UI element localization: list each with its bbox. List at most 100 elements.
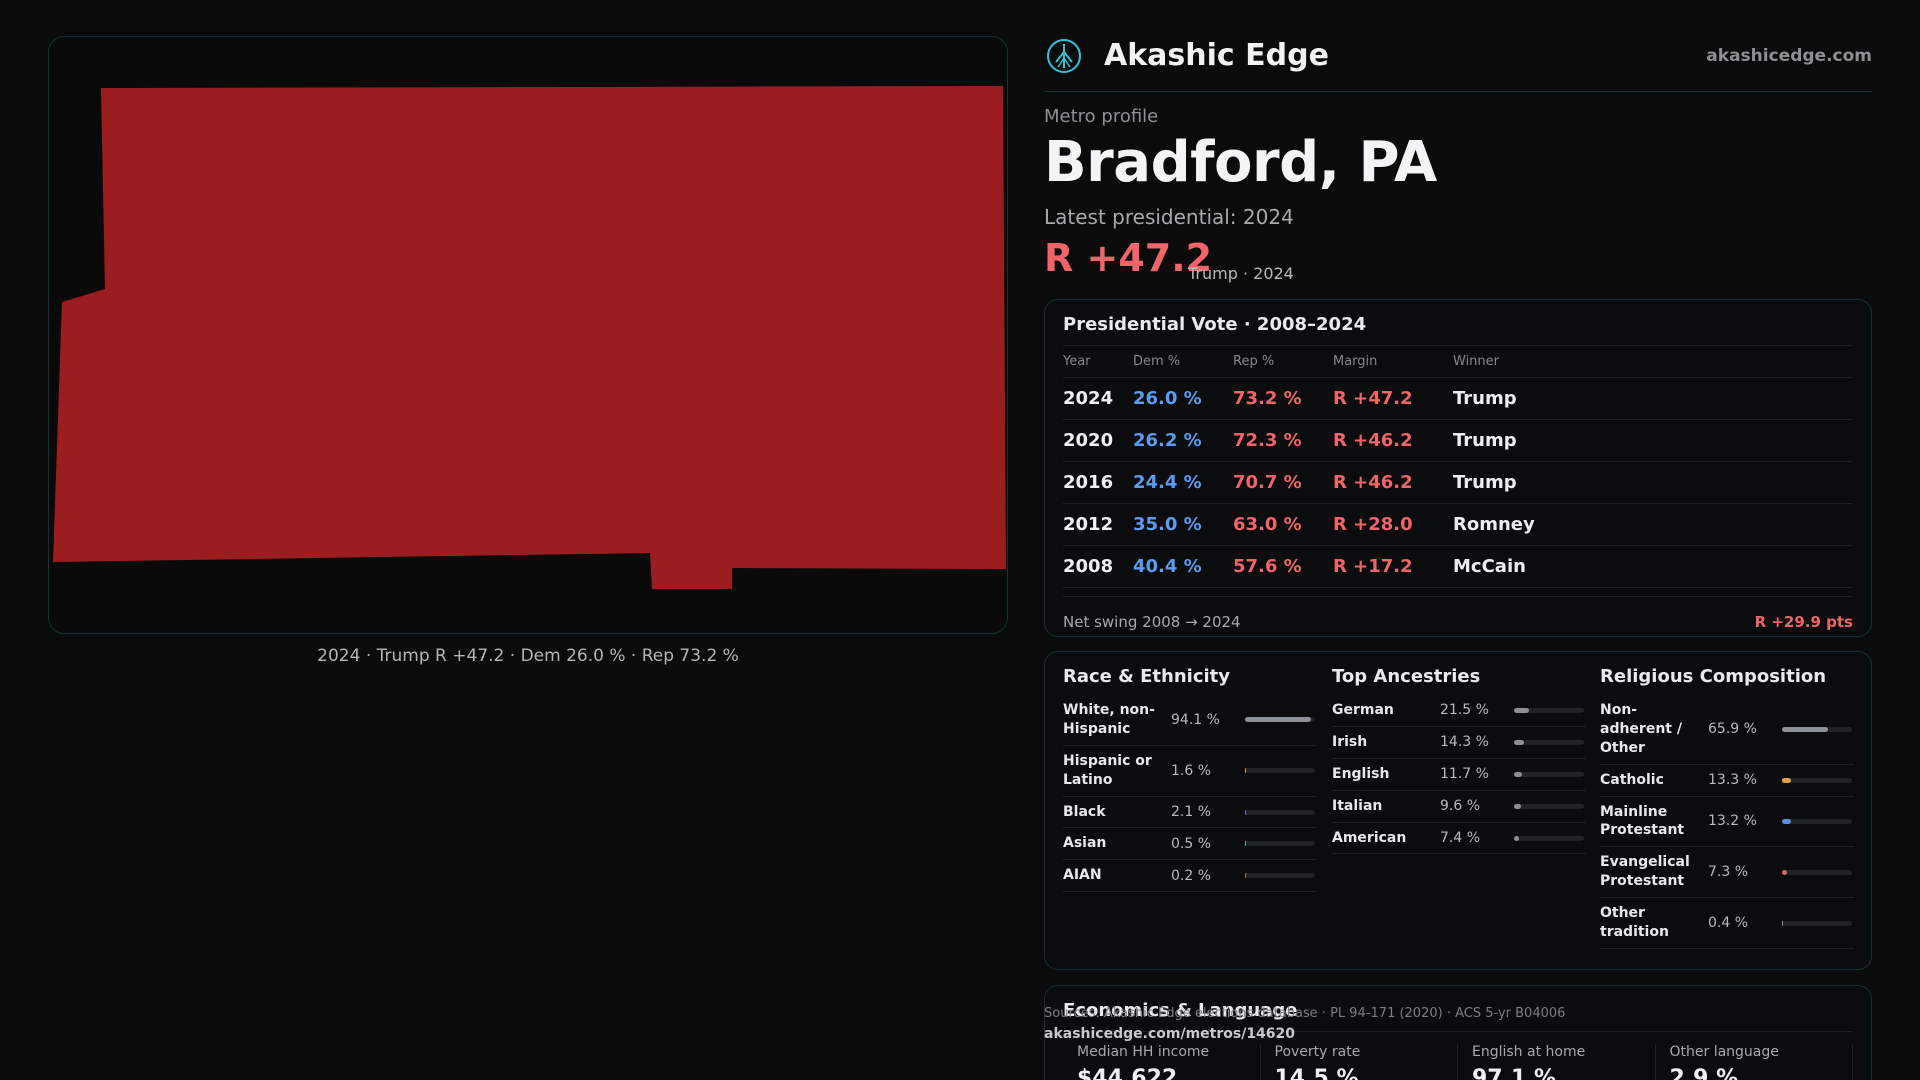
item-percent: 11.7 % [1440, 766, 1489, 783]
religion-title: Religious Composition [1600, 666, 1827, 687]
item-percent: 94.1 % [1171, 711, 1220, 728]
county-map[interactable] [48, 36, 1008, 634]
ancestry-column: Top Ancestries German 21.5 % Irish 14.3 % En… [1332, 666, 1586, 855]
list-item: Hispanic or Latino 1.6 % [1063, 746, 1317, 797]
list-item: Mainline Protestant 13.2 % [1600, 797, 1854, 848]
item-label: Asian [1063, 835, 1107, 852]
race-ethnicity-column: Race & Ethnicity White, non-Hispanic 94.1… [1063, 666, 1317, 893]
profile-url-link[interactable]: akashicedge.com/metros/14620 [1044, 1026, 1296, 1042]
item-percent: 9.6 % [1440, 798, 1481, 815]
stat-label: English at home [1472, 1044, 1586, 1060]
stat-other-language: Other language 2.9 % [1656, 1044, 1853, 1080]
item-percent: 0.5 % [1171, 835, 1212, 852]
item-bar [1245, 841, 1315, 847]
col-margin: Margin [1333, 354, 1378, 369]
religion-list: Non-adherent / Other 65.9 % Catholic 13.3 %… [1600, 695, 1854, 949]
item-percent: 7.3 % [1708, 864, 1749, 881]
item-bar [1782, 726, 1852, 732]
item-label: Evangelical Protestant [1600, 854, 1690, 890]
row-dem: 24.4 % [1133, 472, 1202, 493]
stat-value: 2.9 % [1669, 1066, 1739, 1080]
economics-card: Economics & Language Median HH income $4… [1044, 985, 1872, 1080]
item-label: Italian [1332, 797, 1383, 814]
list-item: English 11.7 % [1332, 759, 1586, 791]
economics-stats: Median HH income $44,622 Poverty rate 14… [1063, 1044, 1853, 1080]
row-margin: R +28.0 [1333, 514, 1413, 535]
item-percent: 14.3 % [1440, 734, 1489, 751]
item-bar-fill [1514, 771, 1523, 777]
row-winner: Trump [1453, 472, 1517, 493]
item-bar-fill [1514, 835, 1520, 841]
stat-value: 97.1 % [1472, 1066, 1556, 1080]
item-bar-fill [1245, 809, 1247, 815]
col-rep: Rep % [1233, 354, 1275, 369]
item-bar-fill [1245, 873, 1247, 879]
row-rep: 70.7 % [1233, 472, 1302, 493]
county-shape[interactable] [53, 86, 1006, 589]
row-year: 2024 [1063, 388, 1114, 409]
stat-value: 14.5 % [1274, 1066, 1359, 1080]
item-label: American [1332, 829, 1407, 846]
ancestry-list: German 21.5 % Irish 14.3 % English 11.7 % Ital… [1332, 695, 1586, 855]
item-bar [1514, 771, 1584, 777]
table-row: 2024 26.0 % 73.2 % R +47.2 Trump [1063, 378, 1853, 420]
stat-poverty-rate: Poverty rate 14.5 % [1261, 1044, 1458, 1080]
brand-header: Akashic Edge akashicedge.com [1044, 36, 1872, 92]
presidential-vote-card: Presidential Vote · 2008–2024 Year Dem %… [1044, 299, 1872, 637]
item-bar [1245, 809, 1315, 815]
row-year: 2008 [1063, 556, 1114, 577]
list-item: Irish 14.3 % [1332, 727, 1586, 759]
list-item: Asian 0.5 % [1063, 828, 1317, 861]
tree-emblem-icon[interactable] [1046, 38, 1082, 74]
row-year: 2020 [1063, 430, 1114, 451]
item-percent: 2.1 % [1171, 804, 1212, 820]
stat-value: $44,622 [1077, 1066, 1178, 1080]
item-bar [1782, 920, 1852, 926]
item-percent: 21.5 % [1440, 702, 1489, 719]
table-row: 2020 26.2 % 72.3 % R +46.2 Trump [1063, 420, 1853, 462]
item-bar-fill [1782, 818, 1792, 824]
item-bar [1245, 717, 1315, 723]
item-percent: 13.3 % [1708, 772, 1757, 789]
item-bar-fill [1245, 768, 1247, 774]
religion-column: Religious Composition Non-adherent / Oth… [1600, 666, 1854, 949]
item-percent: 0.2 % [1171, 867, 1212, 884]
presidential-vote-title: Presidential Vote · 2008–2024 [1063, 314, 1853, 346]
item-percent: 0.4 % [1708, 915, 1749, 932]
page-title: Bradford, PA [1044, 130, 1437, 195]
row-margin: R +46.2 [1333, 472, 1413, 493]
item-bar [1245, 768, 1315, 774]
row-rep: 63.0 % [1233, 514, 1302, 535]
economics-title: Economics & Language [1063, 1000, 1853, 1032]
item-label: Irish [1332, 733, 1368, 750]
row-dem: 26.0 % [1133, 388, 1202, 409]
col-winner: Winner [1453, 354, 1500, 369]
item-label: Catholic [1600, 771, 1664, 788]
row-dem: 35.0 % [1133, 514, 1202, 535]
row-margin: R +46.2 [1333, 430, 1413, 451]
item-label: Mainline Protestant [1600, 803, 1685, 839]
item-bar [1782, 869, 1852, 875]
row-rep: 73.2 % [1233, 388, 1302, 409]
item-label: Black [1063, 803, 1106, 820]
col-dem: Dem % [1133, 354, 1181, 369]
list-item: White, non-Hispanic 94.1 % [1063, 695, 1317, 746]
latest-margin: R +47.2 [1044, 236, 1213, 280]
row-rep: 57.6 % [1233, 556, 1302, 577]
list-item: German 21.5 % [1332, 695, 1586, 727]
item-percent: 65.9 % [1708, 721, 1757, 738]
brand-name: Akashic Edge [1104, 38, 1329, 73]
item-label: English [1332, 765, 1390, 782]
item-bar [1782, 818, 1852, 824]
list-item: AIAN 0.2 % [1063, 860, 1317, 893]
county-shape-svg [53, 86, 1006, 589]
row-winner: Romney [1453, 514, 1535, 535]
item-bar-fill [1514, 803, 1521, 809]
race-ethnicity-title: Race & Ethnicity [1063, 666, 1230, 687]
brand-site-link[interactable]: akashicedge.com [1706, 46, 1872, 66]
list-item: Non-adherent / Other 65.9 % [1600, 695, 1854, 765]
item-bar [1514, 803, 1584, 809]
item-bar-fill [1514, 739, 1524, 745]
item-bar-fill [1782, 920, 1784, 926]
